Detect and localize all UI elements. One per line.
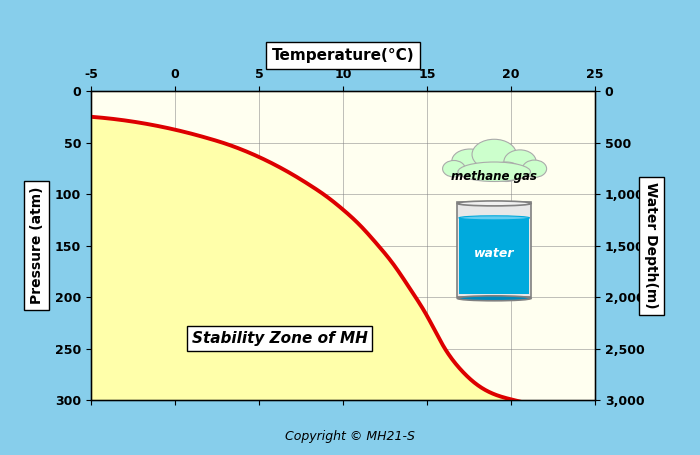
Ellipse shape [442,161,466,177]
Ellipse shape [504,150,536,174]
Ellipse shape [458,162,531,182]
Text: methane gas: methane gas [452,170,537,183]
Ellipse shape [457,201,531,206]
FancyBboxPatch shape [457,202,531,297]
FancyBboxPatch shape [459,218,529,294]
Ellipse shape [522,160,547,177]
Text: Stability Zone of MH: Stability Zone of MH [192,331,368,346]
Ellipse shape [452,149,488,173]
Y-axis label: Water Depth(m): Water Depth(m) [645,182,659,309]
Text: Copyright © MH21-S: Copyright © MH21-S [285,430,415,443]
Ellipse shape [491,162,522,182]
Y-axis label: Pressure (atm): Pressure (atm) [30,187,44,304]
Ellipse shape [459,216,529,220]
Ellipse shape [457,296,531,301]
Ellipse shape [472,139,517,170]
X-axis label: Temperature(°C): Temperature(°C) [272,48,414,63]
Text: water: water [474,248,514,260]
